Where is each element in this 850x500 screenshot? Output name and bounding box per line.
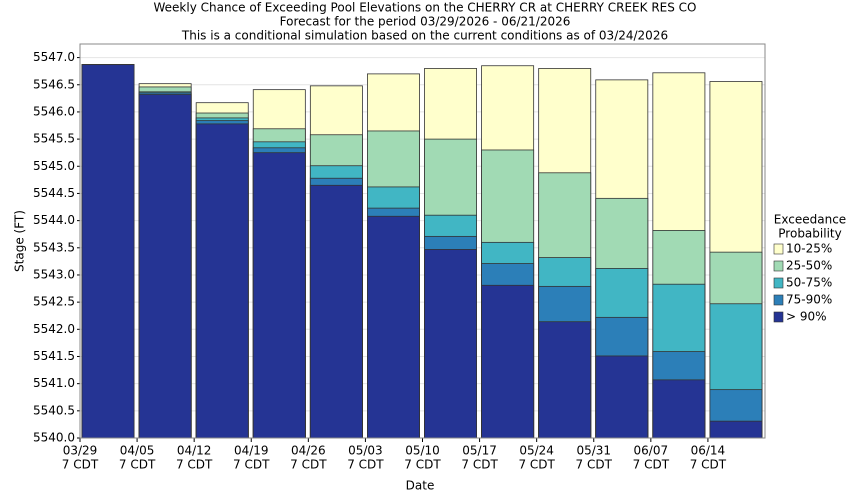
- y-tick-label: 5546.0: [33, 104, 75, 118]
- legend-swatch: [773, 294, 784, 306]
- x-axis-label: Date: [406, 479, 435, 493]
- bar: [138, 94, 192, 439]
- x-tick-label: 05/17: [462, 444, 497, 458]
- y-tick-label: 5543.0: [33, 267, 75, 281]
- y-axis-label: Stage (FT): [13, 210, 27, 272]
- y-tick-label: 5540.5: [33, 403, 75, 417]
- y-tick-label: 5547.0: [33, 50, 75, 64]
- bar: [538, 321, 592, 439]
- legend-label: 50-75%: [786, 276, 832, 290]
- x-tick-label: 04/12: [177, 444, 212, 458]
- legend-title: Exceedance: [774, 213, 846, 227]
- plot-frame: [79, 43, 766, 439]
- x-tick-sublabel: 7 CDT: [119, 458, 156, 472]
- legend-title: Probability: [778, 227, 841, 241]
- x-tick-label: 04/19: [234, 444, 269, 458]
- x-tick-sublabel: 7 CDT: [404, 458, 441, 472]
- x-tick-sublabel: 7 CDT: [233, 458, 270, 472]
- y-tick-label: 5543.5: [33, 240, 75, 254]
- chart-title: Weekly Chance of Exceeding Pool Elevatio…: [153, 1, 696, 15]
- y-tick-label: 5541.5: [33, 349, 75, 363]
- y-tick-label: 5545.5: [33, 132, 75, 146]
- bar: [595, 355, 649, 439]
- bar: [367, 215, 420, 439]
- legend-label: > 90%: [786, 310, 827, 324]
- x-tick-label: 06/14: [691, 444, 726, 458]
- legend-swatch: [773, 277, 784, 289]
- bar: [252, 152, 306, 439]
- bar: [709, 420, 763, 439]
- bar: [195, 123, 249, 439]
- x-tick-label: 05/31: [576, 444, 611, 458]
- x-tick-sublabel: 7 CDT: [347, 458, 384, 472]
- y-tick-label: 5541.0: [33, 376, 75, 390]
- legend-label: 75-90%: [786, 293, 832, 307]
- legend-swatch: [773, 311, 784, 323]
- x-tick-sublabel: 7 CDT: [633, 458, 670, 472]
- y-tick-label: 5545.0: [33, 159, 75, 173]
- legend-swatch: [773, 260, 784, 272]
- bar: [309, 184, 363, 439]
- x-tick-label: 04/26: [291, 444, 326, 458]
- x-tick-label: 06/07: [634, 444, 669, 458]
- x-tick-sublabel: 7 CDT: [690, 458, 727, 472]
- x-tick-sublabel: 7 CDT: [518, 458, 555, 472]
- legend-swatch: [773, 243, 784, 255]
- y-tick-label: 5542.5: [33, 295, 75, 309]
- y-tick-label: 5542.0: [33, 322, 75, 336]
- legend-label: 10-25%: [786, 242, 832, 256]
- bar: [424, 249, 477, 439]
- x-tick-sublabel: 7 CDT: [461, 458, 498, 472]
- x-tick-sublabel: 7 CDT: [62, 458, 99, 472]
- x-tick-label: 05/24: [519, 444, 554, 458]
- x-tick-label: 05/03: [348, 444, 383, 458]
- chart-subtitle: Forecast for the period 03/29/2026 - 06/…: [280, 15, 571, 29]
- x-tick-label: 03/29: [63, 444, 98, 458]
- x-tick-label: 05/10: [405, 444, 440, 458]
- plot-area: [80, 44, 765, 438]
- x-tick-label: 04/05: [120, 444, 155, 458]
- x-tick-sublabel: 7 CDT: [576, 458, 613, 472]
- bar: [81, 64, 135, 439]
- x-tick-sublabel: 7 CDT: [176, 458, 213, 472]
- y-tick-label: 5544.5: [33, 186, 75, 200]
- legend-label: 25-50%: [786, 259, 832, 273]
- bar: [652, 379, 706, 439]
- x-tick-sublabel: 7 CDT: [290, 458, 327, 472]
- y-tick-label: 5546.5: [33, 77, 75, 91]
- bar: [481, 284, 535, 439]
- y-tick-label: 5544.0: [33, 213, 75, 227]
- y-tick-label: 5540.0: [33, 431, 75, 445]
- chart-note: This is a conditional simulation based o…: [181, 29, 668, 43]
